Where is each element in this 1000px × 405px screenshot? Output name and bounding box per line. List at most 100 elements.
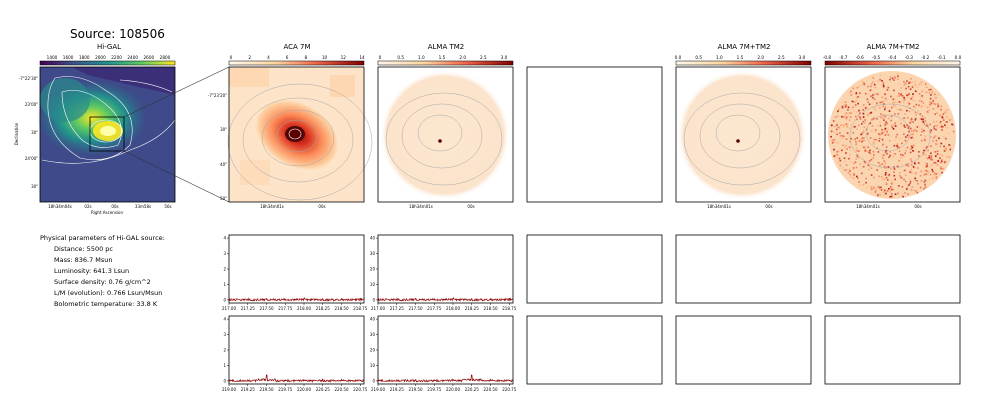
noise-pixel <box>921 128 923 130</box>
noise-pixel <box>901 95 904 97</box>
noise-pixel <box>940 108 942 111</box>
noise-pixel <box>852 167 855 169</box>
noise-pixel <box>914 171 917 174</box>
noise-pixel <box>883 123 886 125</box>
noise-pixel <box>874 188 877 191</box>
noise-pixel <box>894 125 897 127</box>
y-tick-label: 0 <box>223 378 226 383</box>
noise-pixel <box>867 85 869 88</box>
noise-pixel <box>886 122 888 125</box>
noise-pixel <box>918 104 920 107</box>
x-axis-label: Right Ascension <box>91 210 123 215</box>
noise-pixel <box>916 86 919 89</box>
noise-pixel <box>845 164 848 166</box>
noise-pixel <box>893 144 896 147</box>
noise-pixel <box>882 117 884 120</box>
y-axis-label: Declination <box>14 122 19 145</box>
tm2-panel <box>377 60 514 203</box>
noise-pixel <box>843 103 846 106</box>
noise-pixel <box>873 98 876 100</box>
noise-pixel <box>854 140 857 143</box>
noise-pixel <box>856 118 858 121</box>
noise-pixel <box>948 154 951 157</box>
noise-pixel <box>855 143 857 146</box>
noise-pixel <box>839 135 842 137</box>
noise-pixel <box>935 128 937 131</box>
noise-pixel <box>847 171 850 174</box>
noise-pixel <box>910 137 912 139</box>
noise-pixel <box>862 109 865 111</box>
higal-colorbar <box>39 60 176 66</box>
noise-pixel <box>913 167 916 169</box>
noise-pixel <box>906 79 909 82</box>
noise-pixel <box>898 95 901 97</box>
noise-pixel <box>877 185 880 188</box>
noise-pixel <box>884 134 887 136</box>
colorbar-tick-label: 3.0 <box>501 55 508 60</box>
noise-pixel <box>885 172 887 174</box>
noise-pixel <box>923 187 925 190</box>
noise-pixel <box>878 186 881 189</box>
spectrum-point <box>340 298 343 300</box>
noise-pixel <box>891 98 893 101</box>
noise-pixel <box>858 140 861 142</box>
noise-pixel <box>878 137 881 140</box>
noise-pixel <box>852 87 855 90</box>
noise-pixel <box>921 152 924 155</box>
noise-pixel <box>933 128 936 130</box>
x-tick-label: 219.75 <box>278 387 292 392</box>
noise-pixel <box>893 168 896 170</box>
noise-pixel <box>848 112 851 114</box>
noise-pixel <box>862 157 864 160</box>
colorbar-tick-label: 2.5 <box>778 55 785 60</box>
noise-pixel <box>856 154 859 157</box>
noise-pixel <box>852 131 854 134</box>
noise-pixel <box>915 180 918 183</box>
noise-pixel <box>870 188 873 191</box>
y-tick-label: -7°22'30" <box>19 76 38 81</box>
noise-pixel <box>854 101 856 103</box>
noise-pixel <box>857 177 859 179</box>
noise-pixel <box>943 150 946 152</box>
noise-pixel <box>868 160 871 162</box>
noise-pixel <box>939 145 942 148</box>
noise-pixel <box>847 109 849 111</box>
noise-pixel <box>879 188 882 191</box>
x-tick-label: 220.25 <box>316 387 330 392</box>
noise-pixel <box>897 146 900 148</box>
noise-pixel <box>865 93 868 95</box>
noise-pixel <box>857 102 859 105</box>
colorbar-tick-label: 1.5 <box>439 55 446 60</box>
noise-pixel <box>933 136 935 139</box>
noise-pixel <box>872 186 875 189</box>
noise-pixel <box>853 126 855 128</box>
noise-pixel <box>936 153 939 155</box>
noise-pixel <box>871 81 874 84</box>
param-lm: L/M (evolution): 0.766 Lsun/Msun <box>54 289 163 297</box>
spectrum-point <box>340 379 343 381</box>
noise-pixel <box>926 163 928 165</box>
noise-pixel <box>918 151 920 153</box>
noise-pixel <box>900 177 903 179</box>
noise-pixel <box>876 118 878 120</box>
noise-pixel <box>860 145 862 148</box>
noise-pixel <box>852 177 855 179</box>
noise-pixel <box>848 119 851 121</box>
noise-pixel <box>860 84 863 87</box>
noise-pixel <box>878 189 881 192</box>
noise-pixel <box>874 130 876 133</box>
noise-pixel <box>890 76 892 79</box>
noise-pixel <box>881 101 883 103</box>
noise-pixel <box>842 116 845 118</box>
spectrum-point <box>471 298 473 300</box>
noise-pixel <box>874 86 877 89</box>
noise-pixel <box>907 193 909 195</box>
noise-pixel <box>859 163 862 165</box>
noise-pixel <box>869 89 872 92</box>
noise-pixel <box>878 133 880 135</box>
noise-pixel <box>891 125 893 127</box>
noise-pixel <box>942 113 944 116</box>
y-tick-label: 4 <box>223 236 226 241</box>
noise-pixel <box>920 134 922 136</box>
noise-pixel <box>843 135 845 138</box>
